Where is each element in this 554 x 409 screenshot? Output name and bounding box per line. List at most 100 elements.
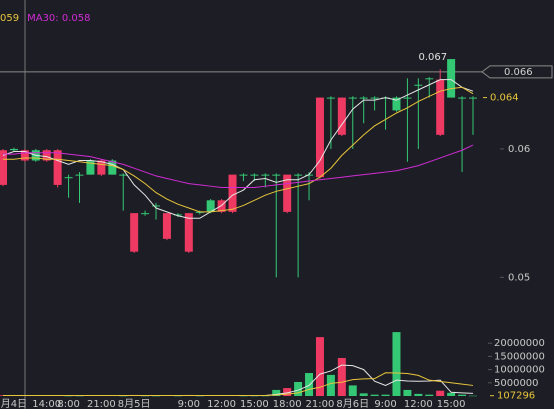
volume-bar — [119, 395, 128, 397]
candle-body — [217, 200, 226, 212]
ma-line — [2, 79, 474, 219]
x-tick-label: 12:00 — [404, 399, 433, 409]
x-tick-label: 21:00 — [87, 399, 116, 409]
candle-body — [228, 174, 237, 212]
x-tick-label: 12:00 — [207, 399, 236, 409]
candle-body — [326, 97, 335, 99]
x-tick-label: 21:00 — [306, 399, 335, 409]
volume-bar — [425, 394, 434, 396]
candle-body — [108, 160, 117, 175]
volume-bar — [315, 337, 324, 396]
candle-body — [272, 174, 281, 176]
volume-tick-label: 5000000 — [494, 378, 539, 389]
candle-body — [414, 84, 423, 86]
candle-body — [9, 148, 18, 151]
candle-body — [86, 160, 95, 175]
candle-body — [294, 174, 303, 176]
x-tick-label: 9:00 — [374, 399, 396, 409]
volume-bar — [359, 393, 368, 396]
volume-bar — [195, 395, 204, 397]
volume-bar — [403, 389, 412, 396]
candle-body — [370, 97, 379, 99]
volume-bar — [447, 392, 456, 396]
volume-bar — [283, 388, 292, 396]
volume-tick-label: 15000000 — [494, 351, 545, 362]
candle-body — [283, 174, 292, 212]
price-tag-label: 0.066 — [504, 67, 533, 78]
volume-bar — [152, 395, 161, 397]
volume-bar — [458, 394, 467, 396]
volume-bar — [272, 389, 281, 396]
volume-bar — [305, 373, 314, 396]
candle-body — [184, 213, 193, 252]
candle-body — [425, 78, 434, 80]
last-price-label: 0.064 — [490, 93, 519, 104]
volume-bar — [261, 395, 270, 397]
x-tick-label: 15:00 — [240, 399, 269, 409]
y-tick-label: 0.06 — [508, 144, 530, 155]
x-tick-label: 15:00 — [437, 399, 466, 409]
candle-body — [173, 214, 182, 216]
volume-bar — [64, 395, 73, 397]
volume-bar — [173, 395, 182, 397]
volume-bar — [468, 395, 477, 397]
candle-body — [468, 97, 477, 99]
volume-bar — [370, 394, 379, 396]
x-tick-label: 月4日 — [1, 398, 27, 409]
volume-bar — [337, 357, 346, 396]
x-tick-label: 14:00 — [32, 399, 61, 409]
candle-body — [53, 150, 62, 185]
volume-tick-label: 10000000 — [494, 365, 545, 376]
candle-body — [0, 150, 7, 185]
candle-body — [162, 213, 171, 239]
candle-body — [250, 174, 259, 176]
volume-bar — [326, 374, 335, 396]
volume-bar — [250, 395, 259, 397]
volume-bar — [392, 332, 401, 396]
legend-entry: 059 — [0, 13, 19, 24]
x-tick-label: 18:00 — [273, 399, 302, 409]
volume-bar — [141, 395, 150, 397]
candle-body — [447, 59, 456, 98]
volume-tick-label: 20000000 — [494, 338, 545, 349]
candle-body — [315, 97, 324, 178]
candle-body — [42, 150, 51, 161]
high-label: 0.067 — [418, 52, 447, 63]
volume-ma-line — [3, 372, 474, 396]
legend-entry: MA30: 0.058 — [27, 13, 90, 24]
volume-bar — [75, 395, 84, 397]
candle-body — [119, 174, 128, 176]
candle-body — [239, 174, 248, 176]
volume-bar — [239, 395, 248, 397]
volume-bar — [381, 394, 390, 396]
candle-body — [458, 97, 467, 99]
candle-body — [130, 213, 139, 252]
volume-ma-line — [3, 364, 474, 396]
volume-bar — [348, 385, 357, 396]
candle-body — [97, 160, 106, 175]
volume-bar — [414, 393, 423, 396]
candle-body — [359, 97, 368, 99]
candle-body — [75, 174, 84, 176]
candle-body — [403, 97, 412, 99]
candle-body — [141, 213, 150, 215]
y-tick-label: 0.05 — [508, 272, 530, 283]
ma-line — [3, 144, 474, 188]
candle-body — [261, 174, 270, 176]
volume-bar — [294, 382, 303, 396]
candle-body — [436, 79, 445, 135]
x-tick-label: 9:00 — [178, 399, 200, 409]
x-tick-label: 8月6日 — [336, 398, 369, 409]
ma-line — [3, 86, 474, 213]
x-tick-label: 8月5日 — [118, 398, 151, 409]
candle-body — [337, 97, 346, 135]
x-tick-label: 8:00 — [57, 399, 79, 409]
candle-body — [64, 177, 73, 179]
last-volume-label: 107296 — [497, 391, 535, 402]
candle-body — [392, 97, 401, 111]
candle-body — [348, 97, 357, 99]
candle-body — [20, 150, 29, 161]
volume-bar — [436, 390, 445, 396]
